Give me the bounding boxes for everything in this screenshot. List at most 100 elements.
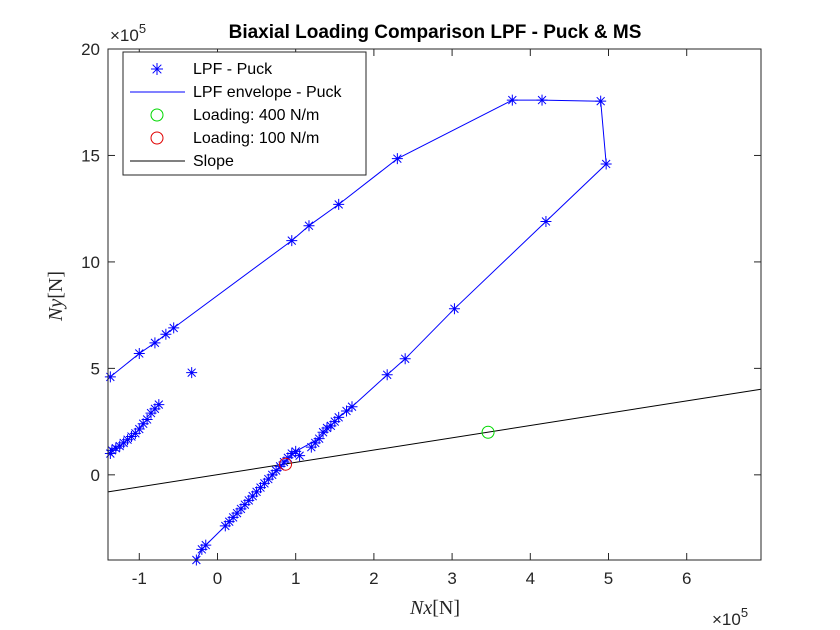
puck-point bbox=[114, 440, 126, 452]
puck-point bbox=[125, 431, 137, 443]
puck-point bbox=[104, 448, 116, 460]
x-tick-label: 4 bbox=[526, 569, 535, 588]
puck-point bbox=[317, 426, 329, 438]
puck-point bbox=[303, 220, 315, 232]
puck-point bbox=[290, 445, 302, 457]
puck-point bbox=[223, 516, 235, 528]
puck-point bbox=[118, 437, 130, 449]
puck-point bbox=[196, 543, 208, 555]
legend-asterisk-marker bbox=[151, 63, 163, 75]
y-tick-label: 15 bbox=[81, 146, 100, 165]
puck-point bbox=[391, 153, 403, 165]
y-axis-label: Ny[N] bbox=[45, 271, 67, 322]
puck-point bbox=[227, 511, 239, 523]
legend-label-slope: Slope bbox=[193, 153, 234, 170]
puck-point bbox=[333, 198, 345, 210]
x-exponent: ×105 bbox=[712, 605, 748, 629]
puck-point bbox=[536, 94, 548, 106]
puck-point bbox=[219, 520, 231, 532]
puck-point bbox=[266, 469, 278, 481]
slope-series bbox=[107, 388, 762, 493]
x-axis-label: Nx[N] bbox=[409, 597, 460, 619]
puck-point bbox=[110, 442, 122, 454]
puck-point bbox=[231, 507, 243, 519]
puck-point bbox=[540, 215, 552, 227]
legend-label-400: Loading: 400 N/m bbox=[193, 107, 319, 124]
puck-point bbox=[278, 456, 290, 468]
puck-point bbox=[251, 486, 263, 498]
puck-point bbox=[282, 452, 294, 464]
x-tick-label: 2 bbox=[369, 569, 378, 588]
puck-point bbox=[149, 403, 161, 415]
y-tick-label: 20 bbox=[81, 40, 100, 59]
puck-point bbox=[325, 420, 337, 432]
puck-point bbox=[313, 433, 325, 445]
puck-point bbox=[329, 416, 341, 428]
puck-point bbox=[381, 369, 393, 381]
puck-point bbox=[133, 347, 145, 359]
puck-point bbox=[595, 95, 607, 107]
legend-entry-400: Loading: 400 N/m bbox=[150, 107, 319, 124]
puck-point bbox=[186, 367, 198, 379]
puck-point bbox=[243, 494, 255, 506]
puck-point bbox=[153, 399, 165, 411]
puck-point bbox=[149, 337, 161, 349]
puck-point bbox=[270, 465, 282, 477]
puck-point bbox=[399, 353, 411, 365]
puck-point bbox=[600, 158, 612, 170]
y-tick-label: 10 bbox=[81, 253, 100, 272]
puck-point bbox=[333, 411, 345, 423]
legend-entry-100: Loading: 100 N/m bbox=[150, 130, 319, 147]
y-tick-label: 5 bbox=[91, 359, 100, 378]
legend: LPF - Puck LPF envelope - Puck Loading: … bbox=[122, 51, 367, 176]
puck-point bbox=[200, 539, 212, 551]
chart-title: Biaxial Loading Comparison LPF - Puck & … bbox=[229, 22, 642, 43]
puck-point bbox=[448, 303, 460, 315]
y-tick-label: 0 bbox=[91, 466, 100, 485]
puck-point bbox=[321, 422, 333, 434]
puck-point bbox=[254, 482, 266, 494]
puck-point bbox=[145, 407, 157, 419]
puck-point bbox=[106, 444, 118, 456]
legend-red-circle bbox=[150, 131, 164, 145]
legend-label-puck: LPF - Puck bbox=[193, 61, 273, 78]
puck-points-series bbox=[104, 94, 612, 566]
puck-point bbox=[235, 503, 247, 515]
puck-point bbox=[286, 448, 298, 460]
legend-asterisk bbox=[151, 63, 163, 75]
x-tick-label: 3 bbox=[447, 569, 456, 588]
puck-point bbox=[141, 413, 153, 425]
x-tick-label: 0 bbox=[213, 569, 222, 588]
plot-frame bbox=[107, 48, 762, 561]
legend-label-envelope: LPF envelope - Puck bbox=[193, 84, 343, 101]
axis-ticks: -1 0 1 2 3 4 5 6 0 5 10 15 20 bbox=[81, 40, 761, 588]
puck-point bbox=[122, 434, 134, 446]
puck-point bbox=[262, 473, 274, 485]
legend-entry-puck: LPF - Puck bbox=[151, 61, 273, 78]
puck-point bbox=[258, 477, 270, 489]
loading-100-point bbox=[279, 457, 293, 471]
puck-point bbox=[168, 322, 180, 334]
puck-point bbox=[137, 418, 149, 430]
legend-box bbox=[122, 51, 367, 176]
puck-point bbox=[239, 499, 251, 511]
slope-line bbox=[107, 388, 762, 493]
puck-point bbox=[104, 371, 116, 383]
legend-green-circle bbox=[150, 108, 164, 122]
puck-point bbox=[286, 235, 298, 247]
x-tick-label: 6 bbox=[682, 569, 691, 588]
puck-point bbox=[309, 437, 321, 449]
legend-label-100: Loading: 100 N/m bbox=[193, 130, 319, 147]
puck-point bbox=[305, 441, 317, 453]
x-tick-label: 5 bbox=[604, 569, 613, 588]
puck-point bbox=[129, 427, 141, 439]
puck-point bbox=[133, 423, 145, 435]
puck-point bbox=[506, 94, 518, 106]
legend-entry-slope: Slope bbox=[130, 153, 234, 170]
legend-entry-envelope: LPF envelope - Puck bbox=[130, 84, 343, 101]
x-tick-label: 1 bbox=[291, 569, 300, 588]
puck-point bbox=[346, 401, 358, 413]
puck-point bbox=[294, 450, 306, 462]
x-tick-label: -1 bbox=[132, 569, 147, 588]
